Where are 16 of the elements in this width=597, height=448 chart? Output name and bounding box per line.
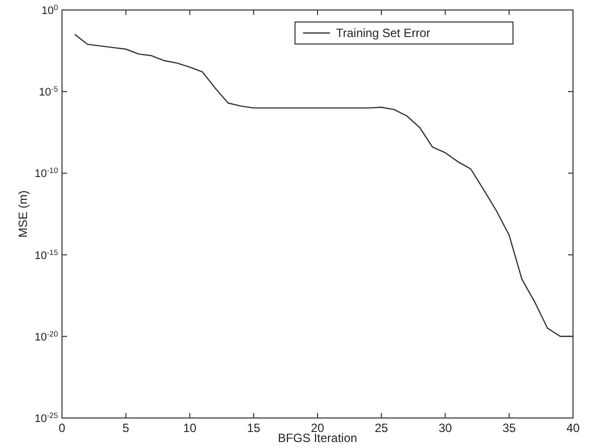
x-tick-label: 25 [374,421,388,435]
x-tick-label: 15 [246,421,261,435]
y-tick-label: 10$^{-10}$ [34,166,58,180]
x-tick-label: 40 [566,421,580,435]
y-tick-label: 10$^{-25}$ [34,410,58,425]
x-tick-label: 10 [183,421,197,435]
x-tick-label: 0 [58,421,66,435]
y-tick-label: 10$^{-15}$ [34,247,58,262]
y-axis-title: MSE (m) [16,190,30,238]
legend-label: Training Set Error [336,26,430,40]
x-tick-label: 35 [502,421,516,435]
x-tick-label: 30 [438,421,452,435]
x-tick-label: 5 [122,421,130,435]
y-tick-label: 10$^{0}$ [41,2,58,17]
y-tick-label: 10$^{-5}$ [38,84,58,99]
y-tick-label: 10$^{-20}$ [34,328,58,344]
